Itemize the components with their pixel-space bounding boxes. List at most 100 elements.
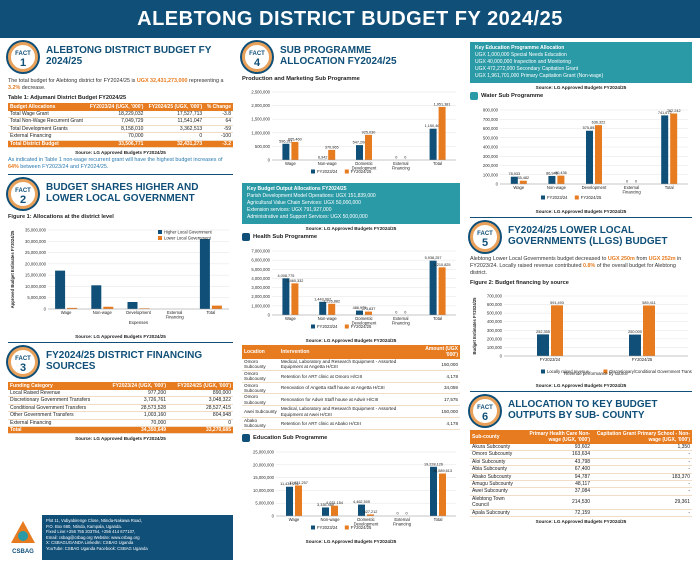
y-tick-label: 500,000 (487, 311, 503, 316)
legend-label: Lower Local Government (164, 236, 212, 241)
table-cell: 214,530 (515, 495, 593, 510)
box-line: UGX 1,000,000 Special Needs Education (475, 52, 567, 58)
fact3-header: FACT 3 FY2024/25 DISTRICT FINANCING SOURC… (8, 347, 233, 379)
table1: Budget Allocations FY2023/24 (UGX, '000')… (8, 103, 233, 149)
data-label: 250,000 (628, 330, 642, 334)
legend-label: FY2023/24 (317, 169, 338, 174)
box-line: UGX 40,000,000 Inspection and Monitoring (475, 59, 571, 65)
data-label: 762,242 (667, 109, 681, 113)
table-cell: - (592, 458, 692, 467)
table-row: Omoro Subcounty Renovation of Angetta sta… (242, 382, 460, 395)
data-label: 636,322 (592, 121, 606, 125)
x-tick-label: Total (665, 185, 674, 190)
bar (670, 113, 678, 184)
bar (429, 260, 437, 315)
legend-swatch (344, 525, 349, 530)
y-tick-label: 200,000 (483, 163, 499, 168)
x-tick-label: Development (582, 185, 608, 190)
x-tick-label: FY2023/24 (540, 357, 561, 362)
y-tick-label: 1,000,000 (251, 130, 270, 135)
bar (356, 145, 363, 160)
table-cell: 4,178 (416, 417, 460, 430)
x-tick-label: External (624, 185, 639, 190)
th-t3-0: Funding Category (8, 382, 104, 391)
table-row: Omoro Subcounty Renovation for Adwir Staf… (242, 393, 460, 407)
data-label: 5,938,257 (425, 256, 442, 260)
fig1-chart: 0 5,000,000 10,000,000 15,000,000 20,000,000… (10, 228, 229, 325)
y-tick-label: 700,000 (487, 294, 503, 299)
y-tick-label: 5,000,000 (255, 501, 274, 506)
bar (557, 175, 565, 184)
y-tick-label: 100,000 (487, 345, 503, 350)
table-cell: 4,178 (416, 370, 460, 383)
legend-swatch (311, 525, 315, 530)
legend-swatch (541, 369, 545, 374)
fact4-header: FACT 4 SUB PROGRAMME ALLOCATION FY2024/25 (242, 42, 460, 74)
table-cell: Abia Subcounty (470, 465, 516, 474)
table-cell: Awei Subcounty (242, 405, 279, 419)
table-cell: 977,200 (103, 390, 169, 398)
data-label: 78,933 (508, 172, 520, 176)
bar (211, 305, 222, 310)
table-cell: 3,048,322 (168, 396, 233, 405)
table-cell: Medical, Laboratory and Research Equipme… (278, 405, 417, 419)
table-cell: -100 (204, 132, 233, 141)
table-row: Aloi Subcounty 43,798- (470, 458, 692, 467)
x-tick-label: Financing (166, 315, 185, 320)
th-t1-3: % Change (204, 103, 233, 111)
legend-label: FY2024/25 (351, 324, 372, 329)
bar (91, 285, 102, 310)
x-tick-label: Non-wage (318, 316, 338, 321)
bar (286, 486, 293, 516)
data-label: 4,008,775 (277, 274, 294, 278)
box-line: Fixed Line:+256 755 203754, +256 414 677… (46, 529, 136, 535)
data-label: 596,311 (279, 139, 292, 143)
bar (282, 278, 290, 315)
fact4-badge: FACT 4 (242, 42, 272, 72)
fig2-title: Figure 2: Budget financing by source (470, 280, 569, 286)
y-tick-label: 6,000,000 (251, 258, 270, 263)
data-label: 5,210,825 (434, 263, 451, 267)
table-row: Total Development Grants 8,158,010 3,362,5… (8, 125, 233, 134)
table-cell: 28,573,528 (103, 404, 169, 413)
legend-swatch (311, 324, 315, 329)
table-cell: - (592, 465, 692, 474)
data-label: 4,031,154 (326, 501, 343, 505)
x-tick-label: Financing (392, 166, 411, 171)
bar (328, 303, 336, 315)
bar (661, 115, 669, 184)
table-cell: Alebtong Town Council (470, 495, 516, 510)
data-label: 1,951,381 (434, 102, 451, 106)
y-tick-label: 15,000,000 (253, 475, 275, 480)
fact1-title: ALEBTONG DISTRICT BUDGET FY 2024/25 (46, 45, 212, 67)
footer-contacts: Plot 11, Vubyabirenge Close, Ntinda-Naka… (42, 515, 233, 560)
table-cell: 37,084 (515, 487, 593, 496)
page-banner: ALEBTONG DISTRICT BUDGET FY 2024/25 (0, 0, 700, 38)
footer: CSBAG Plot 11, Vubyabirenge Close, Ntind… (8, 515, 233, 560)
table-cell: 1,003,160 (103, 411, 169, 420)
table-cell: Medical, Laboratory and Research Equipme… (278, 359, 417, 371)
data-label: 0 (405, 511, 407, 515)
table-cell: Akura Subcounty (470, 444, 516, 452)
bar (438, 267, 446, 315)
data-label: 90,436 (555, 171, 567, 175)
x-axis-label: Revenue performance by source (564, 371, 628, 376)
edu-source: Source: LG Approved Budgets FY2024/25 (305, 538, 397, 544)
table6-source: Source: LG Approved Budgets FY2024/25 (535, 519, 627, 525)
data-label: 0 (396, 511, 398, 515)
y-tick-label: 800,000 (483, 108, 499, 113)
table-cell: Local Raised Revenue (8, 390, 104, 398)
kbo-source: Source: LG Approved Budgets FY2024/25 (305, 226, 397, 231)
table-cell: 163,634 (515, 450, 593, 459)
table-cell: 33,506,771 (86, 140, 146, 149)
bar (595, 125, 602, 184)
x-tick-label: Wage (285, 316, 296, 321)
fact5-badge: FACT 5 (470, 222, 500, 252)
x-tick-label: Domestic (355, 316, 372, 321)
table-cell: 28,527,415 (168, 404, 233, 413)
table-cell: 43,798 (515, 458, 593, 467)
legend-label: FY2023/24 (317, 324, 338, 329)
x-tick-label: Development (352, 166, 378, 171)
edu-chart: 0 5,000,000 10,000,000 15,000,000 20,000,000… (253, 449, 456, 530)
box-line: UGX 1,961,701,000 Primary Capitation Gra… (475, 73, 604, 79)
